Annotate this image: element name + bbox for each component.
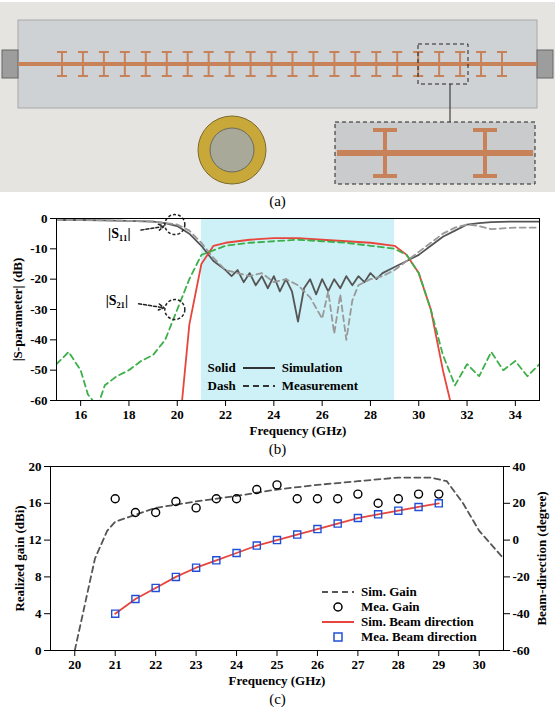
svg-text:0: 0 — [41, 211, 48, 226]
svg-text:23: 23 — [190, 657, 204, 672]
svg-text:24: 24 — [230, 657, 244, 672]
svg-text:Frequency (GHz): Frequency (GHz) — [229, 673, 326, 688]
svg-text:32: 32 — [461, 407, 474, 422]
svg-text:30: 30 — [412, 407, 425, 422]
svg-text:27: 27 — [351, 657, 365, 672]
svg-text:Frequency (GHz): Frequency (GHz) — [250, 423, 347, 438]
svg-text:26: 26 — [316, 407, 330, 422]
svg-text:Beam-direction (degree): Beam-direction (degree) — [534, 491, 549, 625]
svg-text:8: 8 — [35, 569, 42, 584]
html-text:(b): (b) — [268, 441, 287, 457]
html-text:Simulation: Simulation — [281, 359, 343, 375]
svg-text:-60: -60 — [30, 393, 47, 408]
html-text:Mea. Beam direction: Mea. Beam direction — [361, 628, 477, 644]
svg-text:-40: -40 — [513, 606, 530, 621]
svg-text:-40: -40 — [30, 332, 47, 347]
html-text:Solid: Solid — [207, 359, 236, 375]
svg-text:24: 24 — [267, 407, 281, 422]
svg-text:-20: -20 — [30, 271, 47, 286]
svg-text:30: 30 — [473, 657, 486, 672]
svg-text:26: 26 — [311, 657, 325, 672]
html-text:Sim. Gain: Sim. Gain — [361, 583, 417, 599]
html-text:(c): (c) — [269, 691, 286, 707]
html-text:Dash: Dash — [207, 377, 236, 393]
svg-text:22: 22 — [149, 657, 162, 672]
svg-text:22: 22 — [219, 407, 232, 422]
svg-text:18: 18 — [122, 407, 136, 422]
svg-text:20: 20 — [29, 459, 42, 474]
svg-text:0: 0 — [35, 643, 42, 658]
svg-text:34: 34 — [509, 407, 523, 422]
svg-text:20: 20 — [513, 495, 526, 510]
svg-text:-20: -20 — [513, 569, 530, 584]
html-text:(a): (a) — [269, 193, 286, 209]
svg-text:Realized gain (dBi): Realized gain (dBi) — [12, 505, 27, 611]
svg-text:16: 16 — [29, 495, 43, 510]
svg-text:20: 20 — [171, 407, 184, 422]
svg-text:40: 40 — [513, 459, 526, 474]
svg-text:28: 28 — [364, 407, 378, 422]
html-text:Sim. Beam direction: Sim. Beam direction — [361, 613, 474, 629]
svg-text:-50: -50 — [30, 362, 47, 377]
svg-text:-10: -10 — [30, 241, 47, 256]
svg-text:|S₁₁|: |S₁₁| — [108, 226, 130, 241]
svg-text:21: 21 — [109, 657, 122, 672]
svg-text:16: 16 — [74, 407, 88, 422]
svg-text:0: 0 — [513, 532, 520, 547]
svg-text:4: 4 — [35, 606, 42, 621]
html-text:Measurement: Measurement — [281, 377, 358, 393]
html-text:Mea. Gain: Mea. Gain — [361, 598, 420, 614]
svg-text:|S₂₁|: |S₂₁| — [106, 293, 128, 308]
svg-text:12: 12 — [29, 532, 42, 547]
svg-text:-30: -30 — [30, 302, 47, 317]
svg-text:29: 29 — [432, 657, 446, 672]
svg-text:25: 25 — [271, 657, 285, 672]
svg-text:20: 20 — [68, 657, 81, 672]
svg-text:-60: -60 — [513, 643, 530, 658]
svg-text:|S-parameter| (dB): |S-parameter| (dB) — [10, 258, 25, 362]
svg-text:28: 28 — [392, 657, 406, 672]
